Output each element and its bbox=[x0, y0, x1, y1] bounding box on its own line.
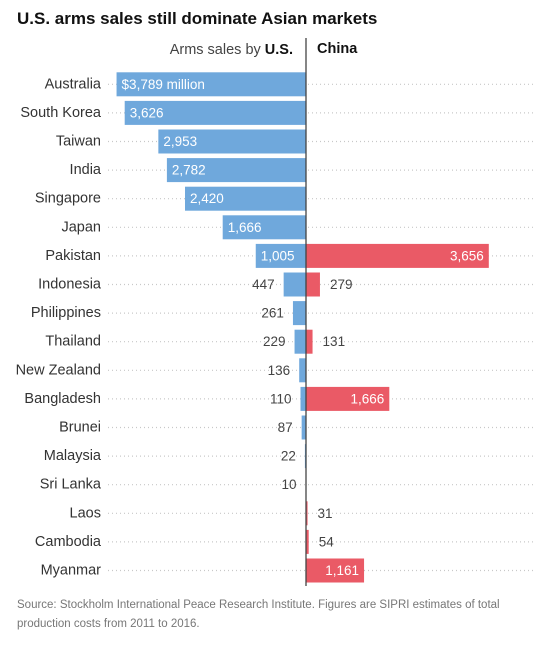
category-label: Taiwan bbox=[56, 134, 101, 150]
data-label-us: $3,789 million bbox=[122, 77, 205, 92]
category-label: Cambodia bbox=[35, 534, 102, 550]
category-label: Pakistan bbox=[45, 248, 101, 264]
data-label-us: 87 bbox=[278, 420, 293, 435]
data-label-us: 10 bbox=[281, 477, 296, 492]
data-label-china: 54 bbox=[319, 534, 335, 549]
category-label: Thailand bbox=[45, 334, 101, 350]
category-label: Indonesia bbox=[38, 277, 102, 293]
category-label: Brunei bbox=[59, 420, 101, 436]
diverging-bar-chart: Arms sales by U.S. China Australia $3,789 m… bbox=[16, 38, 534, 586]
data-label-us: 261 bbox=[261, 306, 284, 321]
category-label: Philippines bbox=[31, 305, 101, 321]
category-label: Japan bbox=[61, 219, 101, 235]
bar-us bbox=[300, 386, 306, 411]
data-label-us: 22 bbox=[281, 449, 296, 464]
bar-us bbox=[166, 158, 306, 183]
data-label-us: 2,420 bbox=[190, 191, 224, 206]
bar-china bbox=[306, 558, 365, 583]
bar-china bbox=[306, 243, 489, 268]
category-label: Bangladesh bbox=[24, 391, 101, 407]
category-label: India bbox=[70, 162, 102, 178]
chart-title: U.S. arms sales still dominate Asian mar… bbox=[17, 9, 378, 28]
data-label-us: 2,953 bbox=[163, 134, 197, 149]
bar-us bbox=[185, 186, 306, 211]
category-label: Australia bbox=[45, 76, 102, 92]
bar-china bbox=[306, 501, 308, 526]
category-label: Singapore bbox=[35, 191, 101, 207]
bar-china bbox=[306, 329, 313, 354]
category-label: Laos bbox=[70, 505, 101, 521]
bar-china bbox=[306, 386, 390, 411]
data-label-china: 279 bbox=[330, 277, 353, 292]
bar-china bbox=[306, 529, 309, 554]
category-label: New Zealand bbox=[16, 362, 101, 378]
data-label-us: 136 bbox=[268, 363, 291, 378]
category-label: Myanmar bbox=[41, 563, 102, 579]
category-label: Malaysia bbox=[44, 448, 102, 464]
data-label-china: 1,161 bbox=[325, 563, 359, 578]
category-label: Sri Lanka bbox=[40, 477, 102, 493]
data-label-us: 3,626 bbox=[130, 105, 164, 120]
data-label-china: 131 bbox=[323, 334, 346, 349]
bar-us bbox=[292, 301, 306, 326]
bar-us bbox=[283, 272, 306, 297]
data-label-us: 1,005 bbox=[261, 248, 295, 263]
data-label-us: 229 bbox=[263, 334, 286, 349]
bar-us bbox=[116, 72, 306, 97]
bar-china bbox=[306, 272, 320, 297]
data-label-china: 3,656 bbox=[450, 248, 484, 263]
bar-us bbox=[294, 329, 306, 354]
category-label: South Korea bbox=[20, 105, 102, 121]
data-label-china: 1,666 bbox=[351, 391, 385, 406]
data-label-us: 1,666 bbox=[228, 220, 262, 235]
bar-us bbox=[158, 129, 306, 154]
header-china: China bbox=[317, 41, 358, 57]
header-us: Arms sales by U.S. bbox=[170, 42, 293, 58]
bar-us bbox=[255, 243, 306, 268]
bar-us bbox=[301, 415, 306, 440]
data-label-us: 447 bbox=[252, 277, 275, 292]
data-label-china: 31 bbox=[318, 506, 333, 521]
bar-us bbox=[124, 100, 306, 125]
source-note: Source: Stockholm International Peace Re… bbox=[17, 599, 500, 630]
data-label-us: 2,782 bbox=[172, 163, 206, 178]
bar-us bbox=[222, 215, 306, 240]
data-label-us: 110 bbox=[270, 391, 292, 406]
bar-us bbox=[299, 358, 306, 383]
